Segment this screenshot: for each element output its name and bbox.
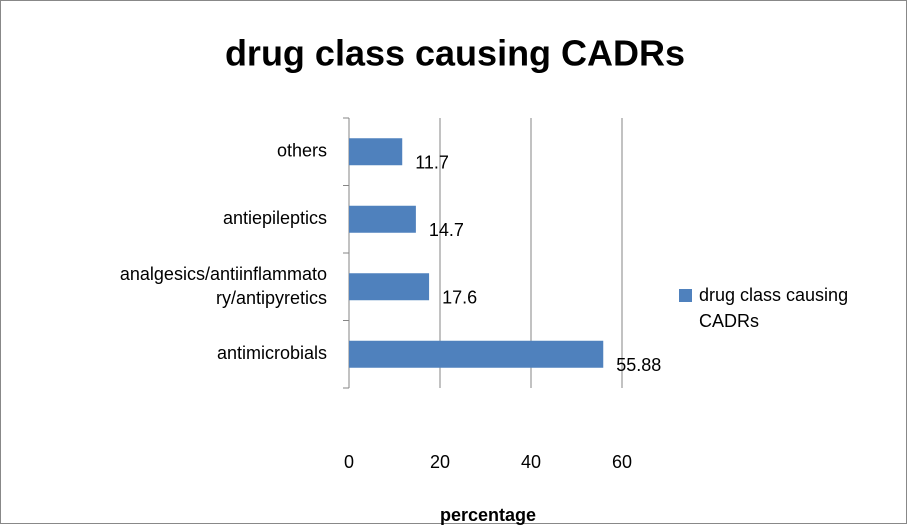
bar: [349, 340, 604, 368]
chart-title: drug class causing CADRs: [225, 33, 685, 74]
data-label: 55.88: [616, 355, 661, 375]
bar: [349, 273, 430, 301]
y-tick-label: antiepileptics: [223, 208, 327, 228]
legend-label: drug class causing CADRs: [699, 285, 848, 331]
x-tick-label: 60: [612, 452, 632, 472]
data-label: 17.6: [442, 288, 477, 308]
data-label: 14.7: [429, 220, 464, 240]
x-tick-label: 20: [430, 452, 450, 472]
bar: [349, 205, 416, 233]
x-tick-label: 0: [344, 452, 354, 472]
y-tick-label: analgesics/antiinflammato ry/antipyretics: [120, 264, 327, 308]
bar: [349, 138, 403, 166]
y-tick-label: antimicrobials: [217, 343, 327, 363]
data-label: 11.7: [415, 153, 449, 173]
legend-swatch: [679, 289, 692, 302]
x-axis-label: percentage: [440, 505, 536, 525]
x-tick-label: 40: [521, 452, 541, 472]
y-tick-label: others: [277, 141, 327, 161]
